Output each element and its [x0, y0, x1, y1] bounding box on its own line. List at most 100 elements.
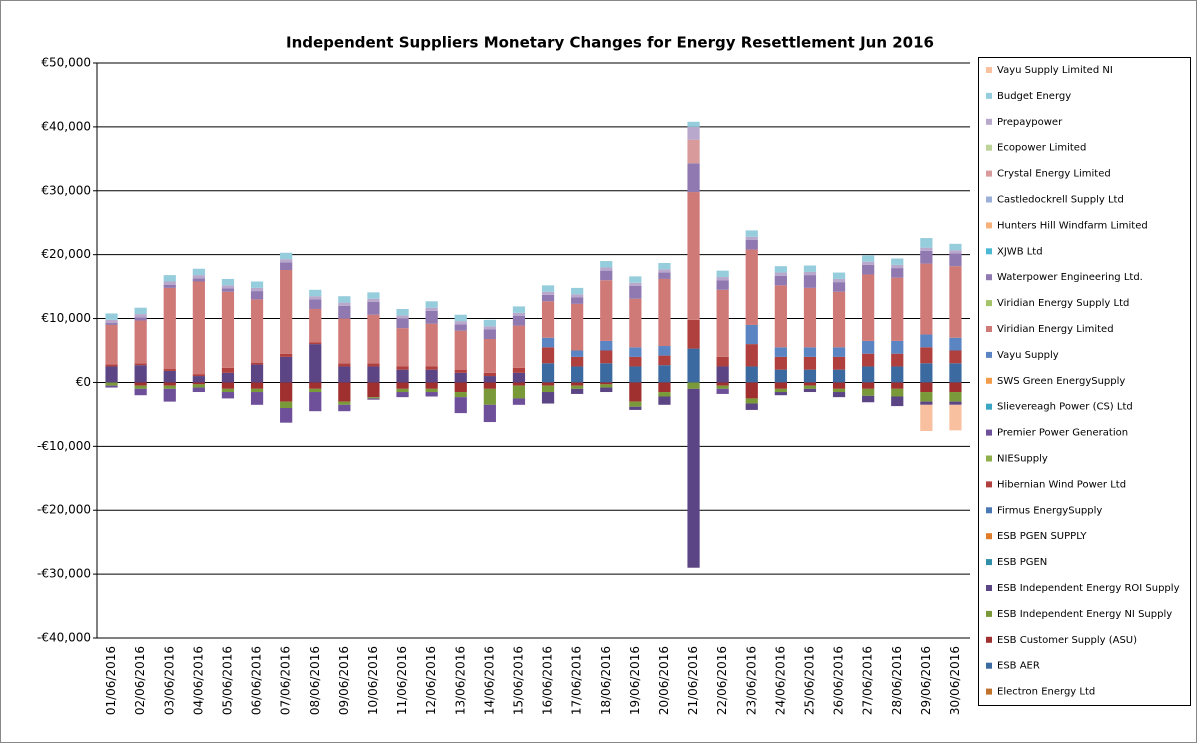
legend-label: Crystal Energy Limited	[997, 169, 1111, 180]
legend-swatch	[986, 67, 992, 73]
bar-segment	[949, 337, 962, 351]
bar-segment	[454, 369, 467, 373]
bar-segment	[541, 337, 555, 348]
bar-segment	[891, 277, 904, 341]
legend-swatch	[986, 92, 992, 99]
bar-segment	[512, 385, 526, 399]
bar-segment	[454, 324, 467, 331]
bar-segment	[600, 267, 613, 271]
legend-swatch	[986, 559, 992, 566]
x-tick-label: 10/06/2016	[366, 646, 380, 715]
bar-segment	[745, 403, 758, 410]
bar-segment	[250, 281, 264, 288]
bar-segment	[774, 382, 787, 389]
bar-segment	[774, 369, 787, 383]
bar-segment	[280, 252, 293, 260]
bar-segment	[105, 324, 118, 365]
bar-segment	[920, 363, 933, 383]
x-tick-label: 30/06/2016	[948, 646, 962, 715]
bar-segment	[687, 319, 700, 349]
bar-segment	[163, 287, 176, 370]
bar-segment	[658, 278, 671, 347]
legend-label: Hunters Hill Windfarm Limited	[997, 220, 1148, 231]
bar-segment	[803, 265, 817, 272]
bar-segment	[774, 388, 787, 393]
bar-segment	[309, 289, 322, 297]
bar-segment	[862, 382, 875, 389]
bar-segment	[600, 384, 613, 388]
bar-segment	[309, 342, 322, 345]
bar-segment	[541, 285, 555, 292]
bar-segment	[629, 285, 642, 299]
bar-segment	[832, 369, 846, 383]
bar-segment	[600, 270, 613, 281]
bar-segment	[134, 365, 147, 383]
bar-segment	[803, 369, 817, 383]
bar-segment	[250, 382, 264, 389]
bar-segment	[862, 353, 875, 367]
legend-label: Vayu Supply	[997, 350, 1059, 361]
bar-segment	[396, 315, 409, 319]
bar-segment	[425, 301, 438, 308]
legend-label: Electron Energy Ltd	[997, 687, 1095, 698]
bar-segment	[309, 344, 322, 383]
bar-segment	[105, 366, 118, 383]
bar-segment	[803, 382, 817, 386]
bar-segment	[512, 306, 526, 313]
legend-label: Hibernian Wind Power Ltd	[997, 479, 1126, 490]
bar-segment	[832, 347, 846, 357]
x-tick-label: 13/06/2016	[453, 646, 467, 715]
bar-segment	[716, 277, 729, 281]
bar-segment	[163, 370, 176, 383]
x-tick-label: 16/06/2016	[541, 646, 555, 715]
bar-segment	[367, 382, 380, 398]
bar-segment	[571, 356, 584, 367]
x-tick-label: 26/06/2016	[832, 646, 846, 715]
bar-segment	[687, 348, 700, 383]
bar-segment	[745, 230, 758, 237]
bar-segment	[250, 362, 264, 365]
legend-swatch	[986, 662, 992, 669]
bar-segment	[280, 262, 293, 270]
x-tick-label: 03/06/2016	[162, 646, 176, 715]
bar-segment	[745, 236, 758, 240]
y-tick-label: -€10,000	[37, 439, 91, 453]
bar-segment	[658, 355, 671, 366]
bar-segment	[862, 255, 875, 262]
bar-segment	[600, 382, 613, 385]
bar-segment	[803, 347, 817, 357]
bar-segment	[658, 365, 671, 383]
legend-swatch	[986, 403, 992, 410]
bar-segment	[163, 385, 176, 389]
bar-segment	[483, 382, 496, 389]
bar-segment	[541, 363, 555, 383]
legend-label: Firmus EnergySupply	[997, 505, 1102, 516]
bar-segment	[163, 281, 176, 285]
bar-segment	[250, 388, 264, 393]
x-tick-label: 24/06/2016	[773, 646, 787, 715]
bar-segment	[309, 299, 322, 309]
bar-segment	[454, 397, 467, 414]
bar-segment	[920, 238, 933, 248]
bar-segment	[891, 382, 904, 389]
bar-segment	[571, 297, 584, 304]
bar-segment	[716, 289, 729, 357]
bar-segment	[396, 366, 409, 370]
bar-segment	[541, 294, 555, 302]
bar-segment	[891, 268, 904, 278]
bar-segment	[454, 321, 467, 325]
bar-segment	[920, 347, 933, 364]
bar-segment	[483, 376, 496, 383]
bar-segment	[309, 392, 322, 412]
bar-segment	[716, 385, 729, 389]
legend-swatch	[986, 455, 992, 462]
bar-segment	[163, 275, 176, 282]
bar-segment	[629, 382, 642, 402]
bar-segment	[512, 382, 526, 386]
legend-swatch	[986, 274, 992, 281]
x-tick-label: 21/06/2016	[686, 646, 700, 715]
bar-segment	[192, 374, 205, 377]
legend-swatch	[986, 507, 992, 514]
bar-segment	[512, 316, 526, 326]
legend-swatch	[986, 170, 992, 177]
